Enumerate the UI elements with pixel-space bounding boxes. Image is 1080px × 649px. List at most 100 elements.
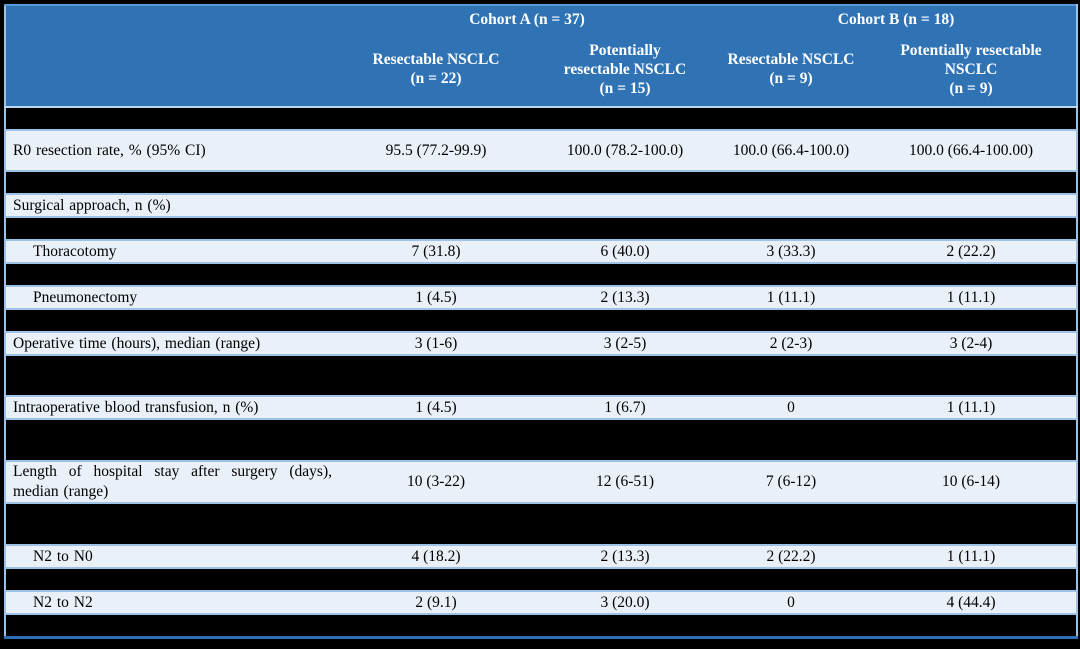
row-label: R0 resection rate, % (95% CI) [5, 129, 338, 171]
cell-value: 6 (5-22) [716, 418, 866, 461]
table-row: Operative time (hours), median (range) 3 … [5, 331, 1078, 355]
row-label: N2 to N2 [5, 590, 338, 614]
column-header-potentially-a: Potentially resectable NSCLC (n = 15) [534, 32, 716, 107]
table-row: N2 to N1 1 (4.5) 1 (6.7) 0 1 (11.1) [5, 567, 1078, 591]
cell-value: 2 (13.3) [534, 544, 716, 568]
cell-value: 7 (31.8) [338, 239, 534, 263]
cell-value: 2 (22.2) [716, 544, 866, 568]
cell-value: 3 (1-6) [338, 331, 534, 355]
table-row: Video-assisted thoracoscopic surgery 15 (… [5, 216, 1078, 240]
row-label: Surgical complications, n (%) [5, 613, 338, 638]
cell-value: 50 (20-100) [716, 354, 866, 396]
cell-value: 100.0 (66.4-100.00) [866, 129, 1078, 171]
cell-value: 100.0 (78.2-100.0) [534, 129, 716, 171]
table-row: Downstaging of nodal status in patients … [5, 502, 1078, 545]
table-row: N2 to N2 2 (9.1) 3 (20.0) 0 4 (44.4) [5, 590, 1078, 614]
surgical-outcomes-table: Cohort A (n = 37) Cohort B (n = 18) Rese… [4, 4, 1079, 639]
cell-value: 1 (11.1) [866, 395, 1078, 419]
cell-value: 1 (11.1) [716, 285, 866, 309]
row-label: Drainage tube removal time (days), media… [5, 418, 338, 461]
header-spacer [5, 5, 338, 32]
cell-value [716, 502, 866, 545]
cell-value: 15/30 (50.0) [534, 106, 716, 130]
cell-value: 12 (6-51) [534, 460, 716, 503]
cell-value: 9/10 (90.0) [716, 106, 866, 130]
cell-value: 8 (88.9) [716, 308, 866, 332]
table-row: Surgery rate, n/N (%) 22/28 (78.6) 15/30 (… [5, 106, 1078, 130]
column-header-resectable-a: Resectable NSCLC (n = 22) [338, 32, 534, 107]
table-row: Type of surgery, n (%) [5, 262, 1078, 286]
column-header-row: Resectable NSCLC (n = 22) Potentially re… [5, 32, 1078, 107]
table-row: Lobectomy 21 (95.5) 13 (86.7) 8 (88.9) 8 (88… [5, 308, 1078, 332]
cell-value: 6 (66.7) [716, 216, 866, 240]
cell-value: 100 (20-800) [866, 354, 1078, 396]
cell-value: 1 (11.1) [866, 567, 1078, 591]
cell-value: 4 (44.4) [866, 590, 1078, 614]
cell-value: 0 [716, 395, 866, 419]
row-label: Thoracotomy [5, 239, 338, 263]
cell-value: 13 (86.7) [534, 308, 716, 332]
cell-value: 0 [716, 567, 866, 591]
table-frame: Cohort A (n = 37) Cohort B (n = 18) Rese… [4, 4, 1079, 639]
table-row: Length of hospital stay after surgery (d… [5, 460, 1078, 503]
table-row: R0 resection rate, % (95% CI) 95.5 (77.2-… [5, 129, 1078, 171]
cell-value: 2 (22.2) [866, 170, 1078, 194]
row-label: Length of hospital stay after surgery (d… [5, 460, 338, 503]
cohort-b-header: Cohort B (n = 18) [716, 5, 1078, 32]
cell-value: 1 (4.5) [338, 285, 534, 309]
cell-value: 2 (13.3) [534, 285, 716, 309]
cell-value: 75 (30-1300) [534, 354, 716, 396]
cell-value: 6 (40.0) [534, 239, 716, 263]
cell-value: 21 (95.5) [338, 308, 534, 332]
row-label: Lobectomy [5, 308, 338, 332]
cell-value: 15 (68.2) [338, 216, 534, 240]
table-row: Surgical approach, n (%) [5, 193, 1078, 217]
cell-value [716, 262, 866, 286]
column-header-potentially-b: Potentially resectable NSCLC (n = 9) [866, 32, 1078, 107]
cell-value: 4 (18.2) [338, 544, 534, 568]
header-spacer [5, 32, 338, 107]
table-row: Estimated blood loss (mL), median (range… [5, 354, 1078, 396]
cohort-a-header: Cohort A (n = 37) [338, 5, 716, 32]
table-row: Drainage tube removal time (days), media… [5, 418, 1078, 461]
cell-value: 8 (88.9) [866, 308, 1078, 332]
table-row: Delayed surgery, n (%) 1 (4.5) 3 (20.0) 3 (… [5, 170, 1078, 194]
cell-value: 1 (11.1) [866, 544, 1078, 568]
cell-value: 3 (20.0) [534, 613, 716, 638]
row-label: Pneumonectomy [5, 285, 338, 309]
cell-value: 7 (77.8) [866, 216, 1078, 240]
column-header-resectable-b: Resectable NSCLC (n = 9) [716, 32, 866, 107]
table-row: Surgical complications, n (%) 1 (4.5) 3 (2… [5, 613, 1078, 638]
row-label: Intraoperative blood transfusion, n (%) [5, 395, 338, 419]
cell-value: 1 (4.5) [338, 567, 534, 591]
cell-value: 0 [716, 590, 866, 614]
cell-value: 1 (11.1) [866, 285, 1078, 309]
cell-value: 1 (6.7) [534, 567, 716, 591]
row-label: Video-assisted thoracoscopic surgery [5, 216, 338, 240]
table-row: Intraoperative blood transfusion, n (%) 1… [5, 395, 1078, 419]
cell-value: 1 (4.5) [338, 613, 534, 638]
row-label: Surgical approach, n (%) [5, 193, 338, 217]
cell-value: 9/21 (42.9) [866, 106, 1078, 130]
cell-value: 1 (6.7) [534, 395, 716, 419]
row-label: N2 to N1 [5, 567, 338, 591]
cell-value [716, 193, 866, 217]
cell-value: 9 (60.0) [534, 216, 716, 240]
cell-value: 10 (3-22) [338, 460, 534, 503]
cell-value: 10 (6-14) [866, 460, 1078, 503]
row-label: Type of surgery, n (%) [5, 262, 338, 286]
row-label: N2 to N0 [5, 544, 338, 568]
cell-value: 9 (2-20) [338, 418, 534, 461]
cell-value: 3 (20.0) [534, 590, 716, 614]
cell-value [338, 502, 534, 545]
cohort-group-row: Cohort A (n = 37) Cohort B (n = 18) [5, 5, 1078, 32]
cell-value [866, 502, 1078, 545]
table-row: Pneumonectomy 1 (4.5) 2 (13.3) 1 (11.1) 1 (1… [5, 285, 1078, 309]
cell-value: 2 (2-3) [716, 331, 866, 355]
cell-value: 2 (22.2) [866, 239, 1078, 263]
cell-value [534, 193, 716, 217]
cell-value [534, 502, 716, 545]
cell-value: 1 (4.5) [338, 395, 534, 419]
cell-value: 3 (2-4) [866, 331, 1078, 355]
row-label: Delayed surgery, n (%) [5, 170, 338, 194]
